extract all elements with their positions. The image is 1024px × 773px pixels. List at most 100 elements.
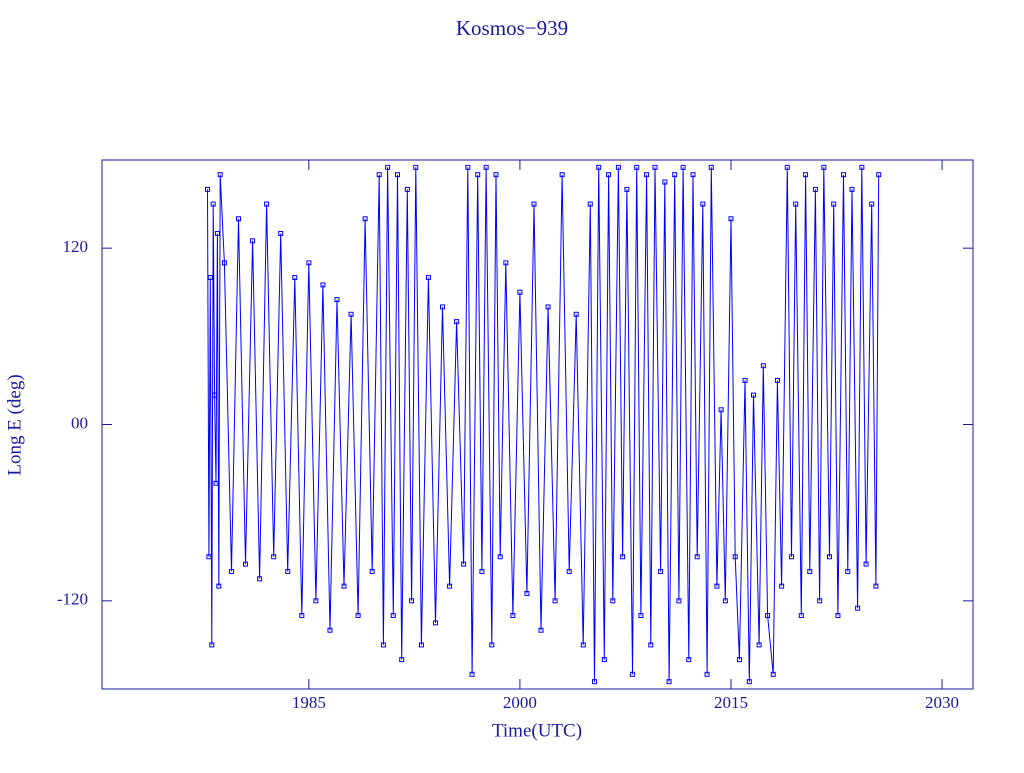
point-marker	[606, 172, 612, 178]
point-marker	[855, 605, 861, 611]
point-marker	[700, 201, 706, 207]
point-marker	[803, 172, 809, 178]
x-axis-label: Time(UTC)	[492, 720, 582, 741]
point-marker	[826, 554, 832, 560]
point-marker	[243, 561, 249, 567]
point-marker	[873, 583, 879, 589]
point-marker	[591, 679, 597, 685]
point-marker	[217, 172, 223, 178]
series-line	[207, 167, 880, 682]
point-marker	[807, 568, 813, 574]
y-tick-label: 120	[63, 237, 89, 256]
point-marker	[380, 642, 386, 648]
point-marker	[662, 179, 668, 185]
point-marker	[510, 613, 516, 619]
point-marker	[629, 671, 635, 677]
y-axis-label: Long E (deg)	[4, 374, 25, 475]
point-marker	[680, 164, 686, 170]
point-marker	[524, 590, 530, 596]
point-marker	[859, 164, 865, 170]
point-marker	[489, 642, 495, 648]
point-marker	[644, 172, 650, 178]
point-marker	[216, 583, 222, 589]
point-marker	[634, 164, 640, 170]
point-marker	[765, 613, 771, 619]
point-marker	[292, 275, 298, 281]
point-marker	[425, 275, 431, 281]
point-marker	[228, 568, 234, 574]
y-tick-label: -120	[57, 590, 88, 609]
point-marker	[784, 164, 790, 170]
point-marker	[306, 260, 312, 266]
point-marker	[718, 407, 724, 413]
point-marker	[615, 164, 621, 170]
point-marker	[369, 568, 375, 574]
point-marker	[413, 164, 419, 170]
point-marker	[432, 620, 438, 626]
point-marker	[580, 642, 586, 648]
point-marker	[774, 377, 780, 383]
point-marker	[285, 568, 291, 574]
point-marker	[638, 613, 644, 619]
point-marker	[812, 186, 818, 192]
chart-title: Kosmos−939	[456, 16, 568, 40]
point-marker	[722, 598, 728, 604]
point-marker	[257, 576, 263, 582]
point-marker	[461, 561, 467, 567]
point-marker	[863, 561, 869, 567]
point-marker	[497, 554, 503, 560]
point-marker	[531, 201, 537, 207]
point-marker	[672, 172, 678, 178]
point-marker	[760, 363, 766, 369]
point-marker	[779, 583, 785, 589]
x-tick-label: 1985	[292, 693, 326, 712]
point-marker	[817, 598, 823, 604]
point-marker	[341, 583, 347, 589]
point-marker	[798, 613, 804, 619]
point-marker	[728, 216, 734, 222]
point-marker	[493, 172, 499, 178]
point-marker	[469, 671, 475, 677]
point-marker	[207, 275, 213, 281]
point-marker	[221, 260, 227, 266]
point-marker	[596, 164, 602, 170]
point-marker	[587, 201, 593, 207]
point-marker	[348, 311, 354, 317]
point-marker	[385, 164, 391, 170]
point-marker	[376, 172, 382, 178]
point-marker	[793, 201, 799, 207]
point-marker	[742, 377, 748, 383]
point-marker	[869, 201, 875, 207]
point-marker	[327, 627, 333, 633]
point-marker	[454, 319, 460, 325]
point-marker	[666, 679, 672, 685]
x-tick-label: 2000	[503, 693, 537, 712]
point-marker	[652, 164, 658, 170]
point-marker	[835, 613, 841, 619]
point-marker	[210, 201, 216, 207]
point-marker	[788, 554, 794, 560]
point-marker	[746, 679, 752, 685]
point-marker	[250, 238, 256, 244]
point-marker	[213, 480, 219, 486]
point-marker	[334, 297, 340, 303]
point-marker	[704, 671, 710, 677]
point-marker	[732, 554, 738, 560]
point-marker	[394, 172, 400, 178]
point-marker	[209, 642, 215, 648]
y-tick-label: 00	[71, 413, 88, 432]
point-marker	[845, 568, 851, 574]
point-marker	[503, 260, 509, 266]
point-marker	[756, 642, 762, 648]
point-marker	[418, 642, 424, 648]
point-marker	[831, 201, 837, 207]
point-marker	[694, 554, 700, 560]
point-marker	[566, 568, 572, 574]
point-marker	[849, 186, 855, 192]
point-marker	[320, 282, 326, 288]
point-marker	[205, 186, 211, 192]
point-marker	[648, 642, 654, 648]
point-marker	[465, 164, 471, 170]
point-marker	[440, 304, 446, 310]
point-marker	[876, 172, 882, 178]
